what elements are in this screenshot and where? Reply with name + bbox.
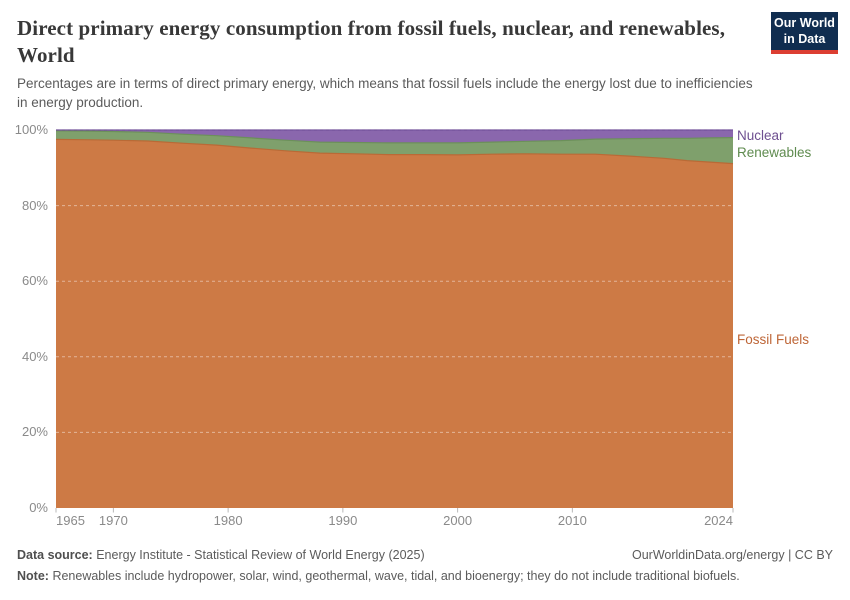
chart-footer: Data source: Energy Institute - Statisti…: [17, 548, 833, 583]
x-tick-label-2000: 2000: [443, 513, 473, 528]
owid-logo-line2: in Data: [783, 31, 826, 46]
y-tick-label-100: 100%: [14, 122, 48, 137]
x-tick-label-1965: 1965: [56, 513, 85, 528]
y-tick-label-60: 60%: [21, 273, 48, 289]
x-tick-label-2010: 2010: [557, 513, 587, 528]
x-tick-label-1980: 1980: [213, 513, 243, 528]
data-source: Data source: Energy Institute - Statisti…: [17, 548, 425, 562]
boundary-fossil-fuels: [55, 138, 734, 165]
note-label: Note:: [17, 569, 49, 583]
x-tick-label-2024: 2024: [704, 513, 733, 528]
owid-logo[interactable]: Our World in Data: [771, 12, 838, 54]
data-source-label: Data source:: [17, 548, 93, 562]
boundary-renewables: [55, 130, 734, 144]
y-tick-label-80: 80%: [21, 197, 48, 213]
owid-license-link[interactable]: OurWorldinData.org/energy | CC BY: [631, 548, 833, 562]
data-source-text: Energy Institute - Statistical Review of…: [96, 548, 425, 562]
x-tick-label-1970: 1970: [98, 513, 128, 528]
area-renewables[interactable]: [56, 130, 733, 164]
x-tick-label-1990: 1990: [328, 513, 358, 528]
area-nuclear[interactable]: [56, 130, 733, 143]
y-tick-label-20: 20%: [21, 424, 48, 440]
chart-note: Note: Renewables include hydropower, sol…: [17, 569, 833, 583]
series-label-fossil-fuels[interactable]: Fossil Fuels: [737, 332, 810, 347]
y-tick-label-0: 0%: [29, 500, 48, 515]
chart-subtitle: Percentages are in terms of direct prima…: [17, 76, 753, 110]
series-label-nuclear[interactable]: Nuclear: [737, 128, 784, 143]
series-label-renewables[interactable]: Renewables: [737, 145, 812, 160]
area-fossil-fuels[interactable]: [56, 139, 733, 508]
note-text: Renewables include hydropower, solar, wi…: [52, 569, 740, 583]
owid-logo-line1: Our World: [774, 16, 835, 30]
y-tick-label-40: 40%: [21, 348, 48, 364]
chart-title: Direct primary energy consumption from f…: [17, 16, 726, 67]
